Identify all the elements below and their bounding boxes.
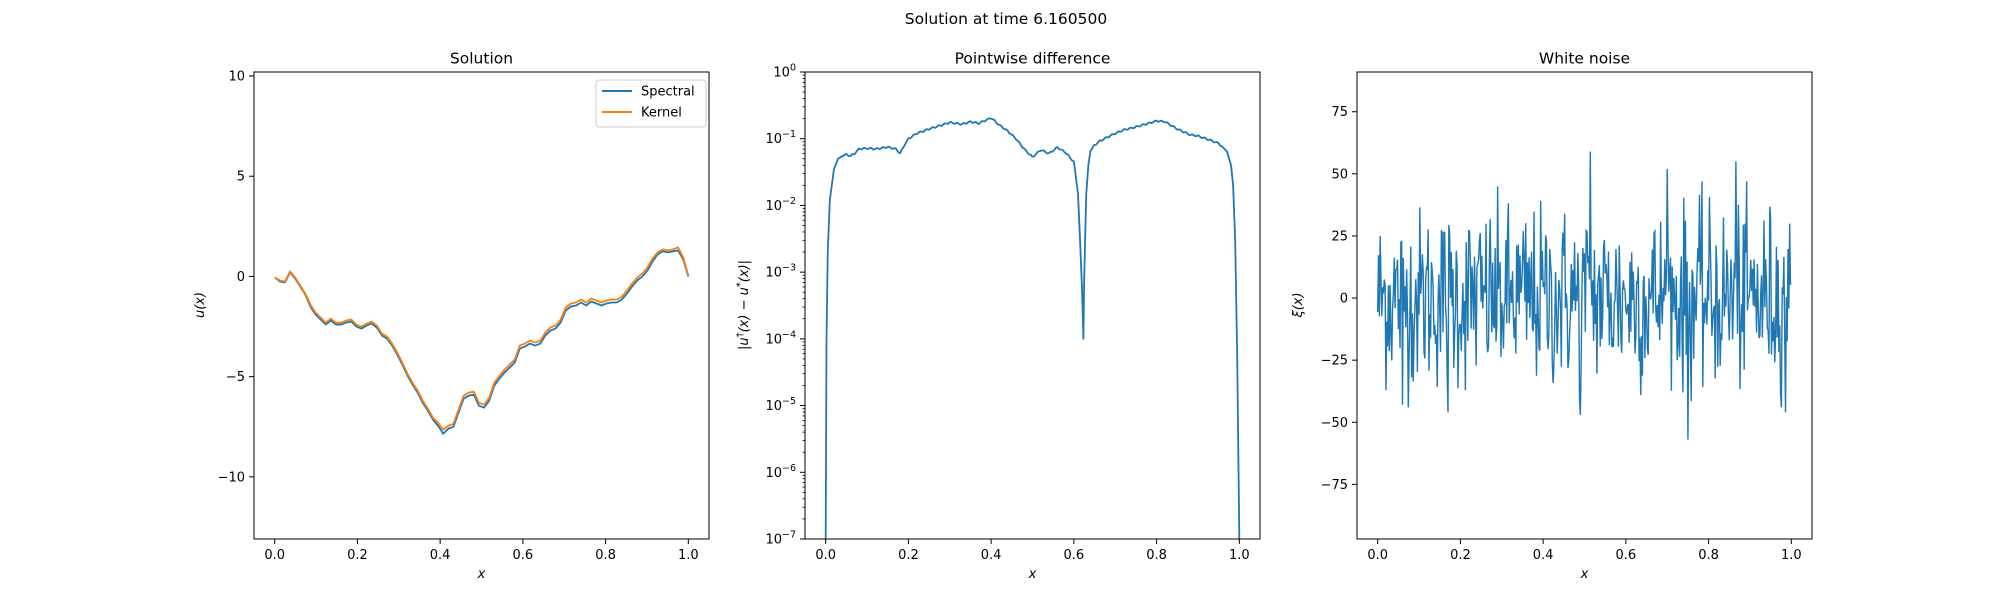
y-tick-label: 10−5 bbox=[765, 396, 796, 414]
x-tick-label: 0.6 bbox=[1616, 548, 1637, 563]
x-tick-label: 0.4 bbox=[1533, 548, 1554, 563]
y-tick-label: 10−3 bbox=[765, 263, 796, 281]
series-line-kernel bbox=[274, 246, 690, 431]
y-axis-label: |u†(x) − u*(x)| bbox=[735, 260, 752, 350]
x-tick-label: 0.4 bbox=[430, 548, 451, 563]
x-tick-label: 0.2 bbox=[1450, 548, 1471, 563]
y-tick-label: 0 bbox=[237, 270, 245, 285]
y-tick-label: 75 bbox=[1331, 105, 1348, 120]
axes-title: White noise bbox=[1539, 50, 1630, 68]
x-tick-label: 0.2 bbox=[347, 548, 368, 563]
x-tick-label: 0.2 bbox=[898, 548, 919, 563]
y-tick-label: 100 bbox=[773, 63, 796, 81]
x-axis-label: x bbox=[477, 567, 486, 582]
axes-frame bbox=[1356, 71, 1813, 540]
x-tick-label: 0.0 bbox=[1367, 548, 1388, 563]
y-tick-label: 10−6 bbox=[765, 463, 796, 481]
legend-label-spectral: Spectral bbox=[641, 85, 695, 100]
axes-title: Pointwise difference bbox=[955, 50, 1111, 68]
y-tick-label: 5 bbox=[237, 170, 245, 185]
y-tick-label: −10 bbox=[218, 470, 245, 485]
legend: Spectral Kernel bbox=[595, 79, 707, 128]
y-tick-label: −75 bbox=[1321, 478, 1348, 493]
axes-frame bbox=[253, 71, 710, 540]
y-tick-label: 10−4 bbox=[765, 329, 796, 347]
x-axis-label: x bbox=[1028, 567, 1037, 582]
y-tick-label: −25 bbox=[1321, 354, 1348, 369]
x-tick-label: 0.0 bbox=[815, 548, 836, 563]
x-tick-label: 1.0 bbox=[1229, 548, 1250, 563]
x-tick-label: 0.8 bbox=[595, 548, 616, 563]
y-axis-label: u(x) bbox=[193, 292, 208, 318]
y-tick-label: 10−7 bbox=[765, 530, 796, 548]
axes-title: Solution bbox=[450, 50, 513, 68]
y-tick-label: −50 bbox=[1321, 416, 1348, 431]
y-tick-label: 10 bbox=[228, 70, 245, 85]
x-tick-label: 0.0 bbox=[264, 548, 285, 563]
series-line-white-noise bbox=[1376, 151, 1792, 440]
y-tick-label: 50 bbox=[1331, 167, 1348, 182]
series-line-spectral bbox=[274, 249, 690, 435]
x-tick-label: 1.0 bbox=[1781, 548, 1802, 563]
y-tick-label: 10−1 bbox=[765, 129, 796, 147]
axes-white-noise: White noise x ξ(x) 0.0 0.2 0.4 0.6 0.8 1.0 −75… bbox=[1291, 50, 1813, 582]
x-tick-label: 0.6 bbox=[513, 548, 534, 563]
x-axis-label: x bbox=[1580, 567, 1589, 582]
axes-solution: Solution x u(x) Spectral Kernel 0.0 0.2 0.… bbox=[193, 50, 710, 582]
y-axis-label: ξ(x) bbox=[1291, 292, 1306, 318]
plot-area bbox=[274, 246, 690, 435]
axes-pointwise-difference: Pointwise difference x |u†(x) − u*(x)| 0… bbox=[735, 50, 1261, 582]
x-tick-label: 0.4 bbox=[981, 548, 1002, 563]
y-tick-label: 0 bbox=[1340, 292, 1348, 307]
y-tick-label: 25 bbox=[1331, 229, 1348, 244]
plot-area bbox=[1376, 151, 1792, 440]
x-tick-label: 0.6 bbox=[1064, 548, 1085, 563]
legend-label-kernel: Kernel bbox=[641, 106, 682, 121]
x-tick-label: 0.8 bbox=[1698, 548, 1719, 563]
x-tick-label: 1.0 bbox=[678, 548, 699, 563]
y-tick-label: 10−2 bbox=[765, 196, 796, 214]
x-tick-label: 0.8 bbox=[1146, 548, 1167, 563]
y-tick-label: −5 bbox=[226, 370, 245, 385]
plot-area bbox=[824, 117, 1241, 540]
axes-frame bbox=[804, 71, 1261, 540]
series-line-difference bbox=[824, 117, 1241, 540]
figure-suptitle: Solution at time 6.160500 bbox=[905, 10, 1107, 28]
